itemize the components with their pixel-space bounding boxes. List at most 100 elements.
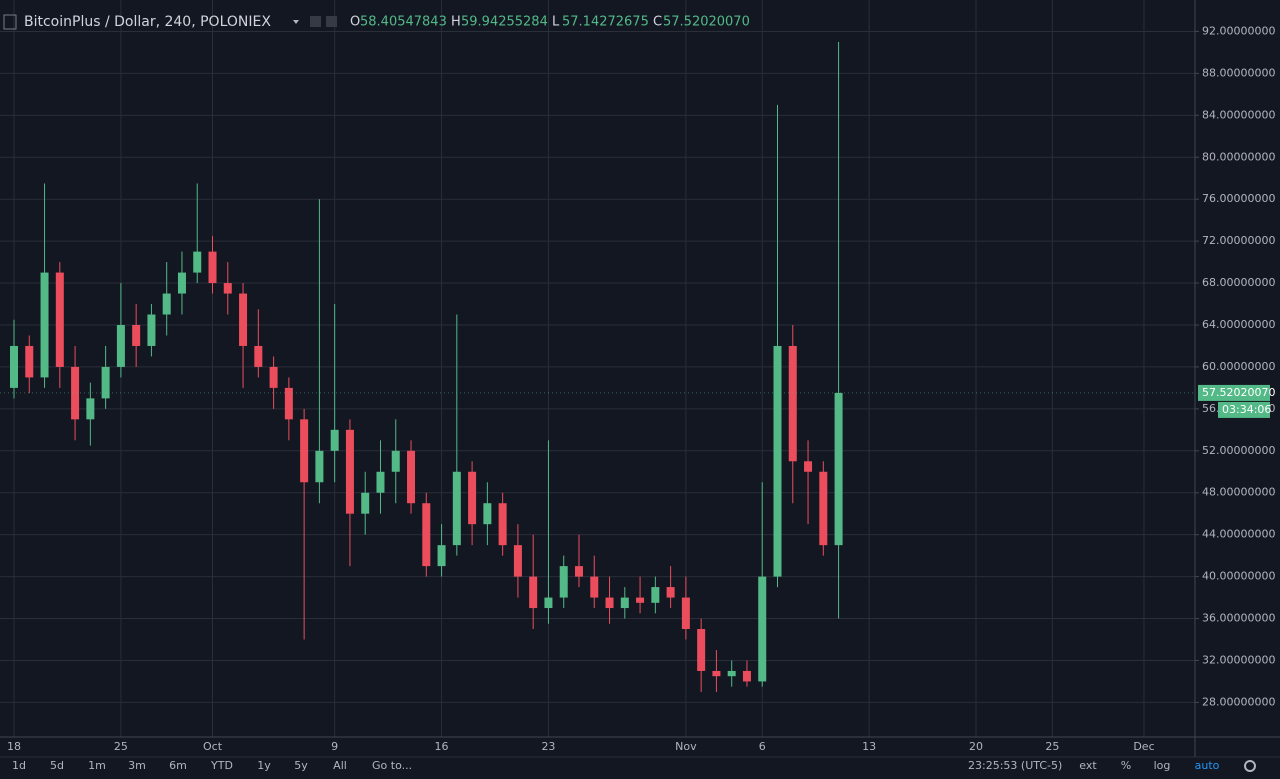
y-tick-label: 88.00000000 — [1202, 66, 1275, 79]
y-tick-label: 44.00000000 — [1202, 528, 1275, 541]
candle-body — [300, 419, 309, 483]
toolbar: 1d 5d 1m 3m 6m YTD 1y 5y All Go to... 23:25:53 (UT… — [12, 759, 1256, 772]
candle-body — [712, 670, 721, 677]
x-tick-label: Nov — [675, 740, 697, 753]
candle-body — [819, 471, 828, 546]
candle-body — [574, 566, 583, 577]
range-button[interactable]: 1d — [12, 759, 26, 772]
candle-body — [590, 576, 599, 598]
candle-body — [788, 345, 797, 462]
candle-body — [376, 471, 385, 493]
candle-body — [468, 471, 477, 525]
candle-body — [55, 272, 64, 367]
candles — [10, 41, 843, 692]
candle-body — [284, 387, 293, 420]
candle-body — [315, 450, 324, 483]
candle-body — [727, 670, 736, 677]
goto-button[interactable]: Go to... — [372, 759, 412, 772]
candle-body — [651, 587, 660, 603]
y-tick-label: 40.00000000 — [1202, 570, 1275, 583]
x-tick-label: 9 — [331, 740, 338, 753]
x-tick-label: 16 — [435, 740, 449, 753]
ohlc-value: 59.94255284 — [461, 15, 548, 30]
candle-body — [559, 566, 568, 598]
range-button[interactable]: YTD — [210, 759, 233, 772]
candle-body — [834, 392, 843, 546]
x-tick-label: 6 — [759, 740, 766, 753]
candle-body — [330, 429, 339, 451]
settings-icon[interactable] — [326, 16, 337, 27]
axes: 28.00000000 32.00000000 36.00000000 40.0000… — [0, 24, 1275, 753]
candle-body — [422, 503, 431, 567]
option-button[interactable]: % — [1121, 759, 1131, 772]
candle-body — [101, 366, 110, 399]
option-button[interactable]: ext — [1079, 759, 1097, 772]
candle-body — [132, 324, 141, 346]
candle-body — [513, 545, 522, 577]
y-tick-label: 32.00000000 — [1202, 653, 1275, 666]
candle-body — [773, 345, 782, 577]
candle-body — [407, 450, 416, 504]
candle-body — [544, 597, 553, 609]
compare-icon[interactable] — [310, 16, 321, 27]
settings-gear[interactable] — [1244, 760, 1256, 772]
candle-body — [483, 503, 492, 525]
candle-body — [437, 545, 446, 567]
candle-body — [71, 366, 80, 420]
candle-body — [529, 576, 538, 609]
candle-body — [361, 492, 370, 514]
candle-body — [86, 398, 95, 420]
ohlc-value: 58.40547843 — [360, 15, 447, 30]
dropdown-arrow[interactable] — [293, 20, 299, 24]
candle-body — [620, 597, 629, 609]
x-tick-label: Dec — [1133, 740, 1154, 753]
candle-body — [758, 576, 767, 682]
y-tick-label: 72.00000000 — [1202, 234, 1275, 247]
symbol-title[interactable]: BitcoinPlus / Dollar, 240, POLONIEX — [24, 14, 271, 30]
y-tick-label: 76.00000000 — [1202, 192, 1275, 205]
range-button[interactable]: All — [333, 759, 347, 772]
candle-body — [697, 629, 706, 671]
candle-body — [605, 597, 614, 609]
ohlc-label: H — [451, 15, 461, 30]
y-tick-label: 48.00000000 — [1202, 486, 1275, 499]
candle-body — [636, 597, 645, 603]
range-button[interactable]: 5y — [294, 759, 308, 772]
ohlc-label: O — [350, 15, 360, 30]
x-tick-label: 23 — [541, 740, 555, 753]
option-button[interactable]: auto — [1195, 759, 1220, 772]
range-button[interactable]: 1y — [257, 759, 271, 772]
candle-body — [498, 503, 507, 546]
option-button[interactable]: log — [1154, 759, 1171, 772]
candle-body — [681, 597, 690, 630]
last-price-box — [1198, 384, 1270, 401]
menu-icon[interactable] — [3, 14, 17, 30]
candle-body — [177, 272, 186, 294]
countdown: 03:34:06 — [1222, 403, 1271, 416]
x-tick-label: 25 — [1045, 740, 1059, 753]
y-tick-label: 92.00000000 — [1202, 24, 1275, 37]
ohlc-label: C — [653, 15, 662, 30]
y-tick-label: 28.00000000 — [1202, 695, 1275, 708]
x-tick-label: 20 — [969, 740, 983, 753]
candle-body — [254, 345, 263, 367]
range-button[interactable]: 6m — [169, 759, 187, 772]
range-button[interactable]: 1m — [88, 759, 106, 772]
last-price-label: 57.52020070 — [1202, 386, 1275, 399]
candle-body — [116, 324, 125, 367]
y-tick-label: 64.00000000 — [1202, 318, 1275, 331]
y-tick-label: 60.00000000 — [1202, 360, 1275, 373]
range-button[interactable]: 5d — [50, 759, 64, 772]
x-tick-label: 25 — [114, 740, 128, 753]
candle-body — [804, 461, 813, 472]
candle-body — [452, 471, 461, 546]
countdown-box — [1218, 401, 1270, 418]
candle-body — [269, 366, 278, 388]
ohlc-label: L — [552, 15, 560, 30]
candle-body — [208, 251, 217, 284]
range-button[interactable]: 3m — [128, 759, 146, 772]
y-tick-label: 68.00000000 — [1202, 276, 1275, 289]
candle-body — [666, 587, 675, 598]
